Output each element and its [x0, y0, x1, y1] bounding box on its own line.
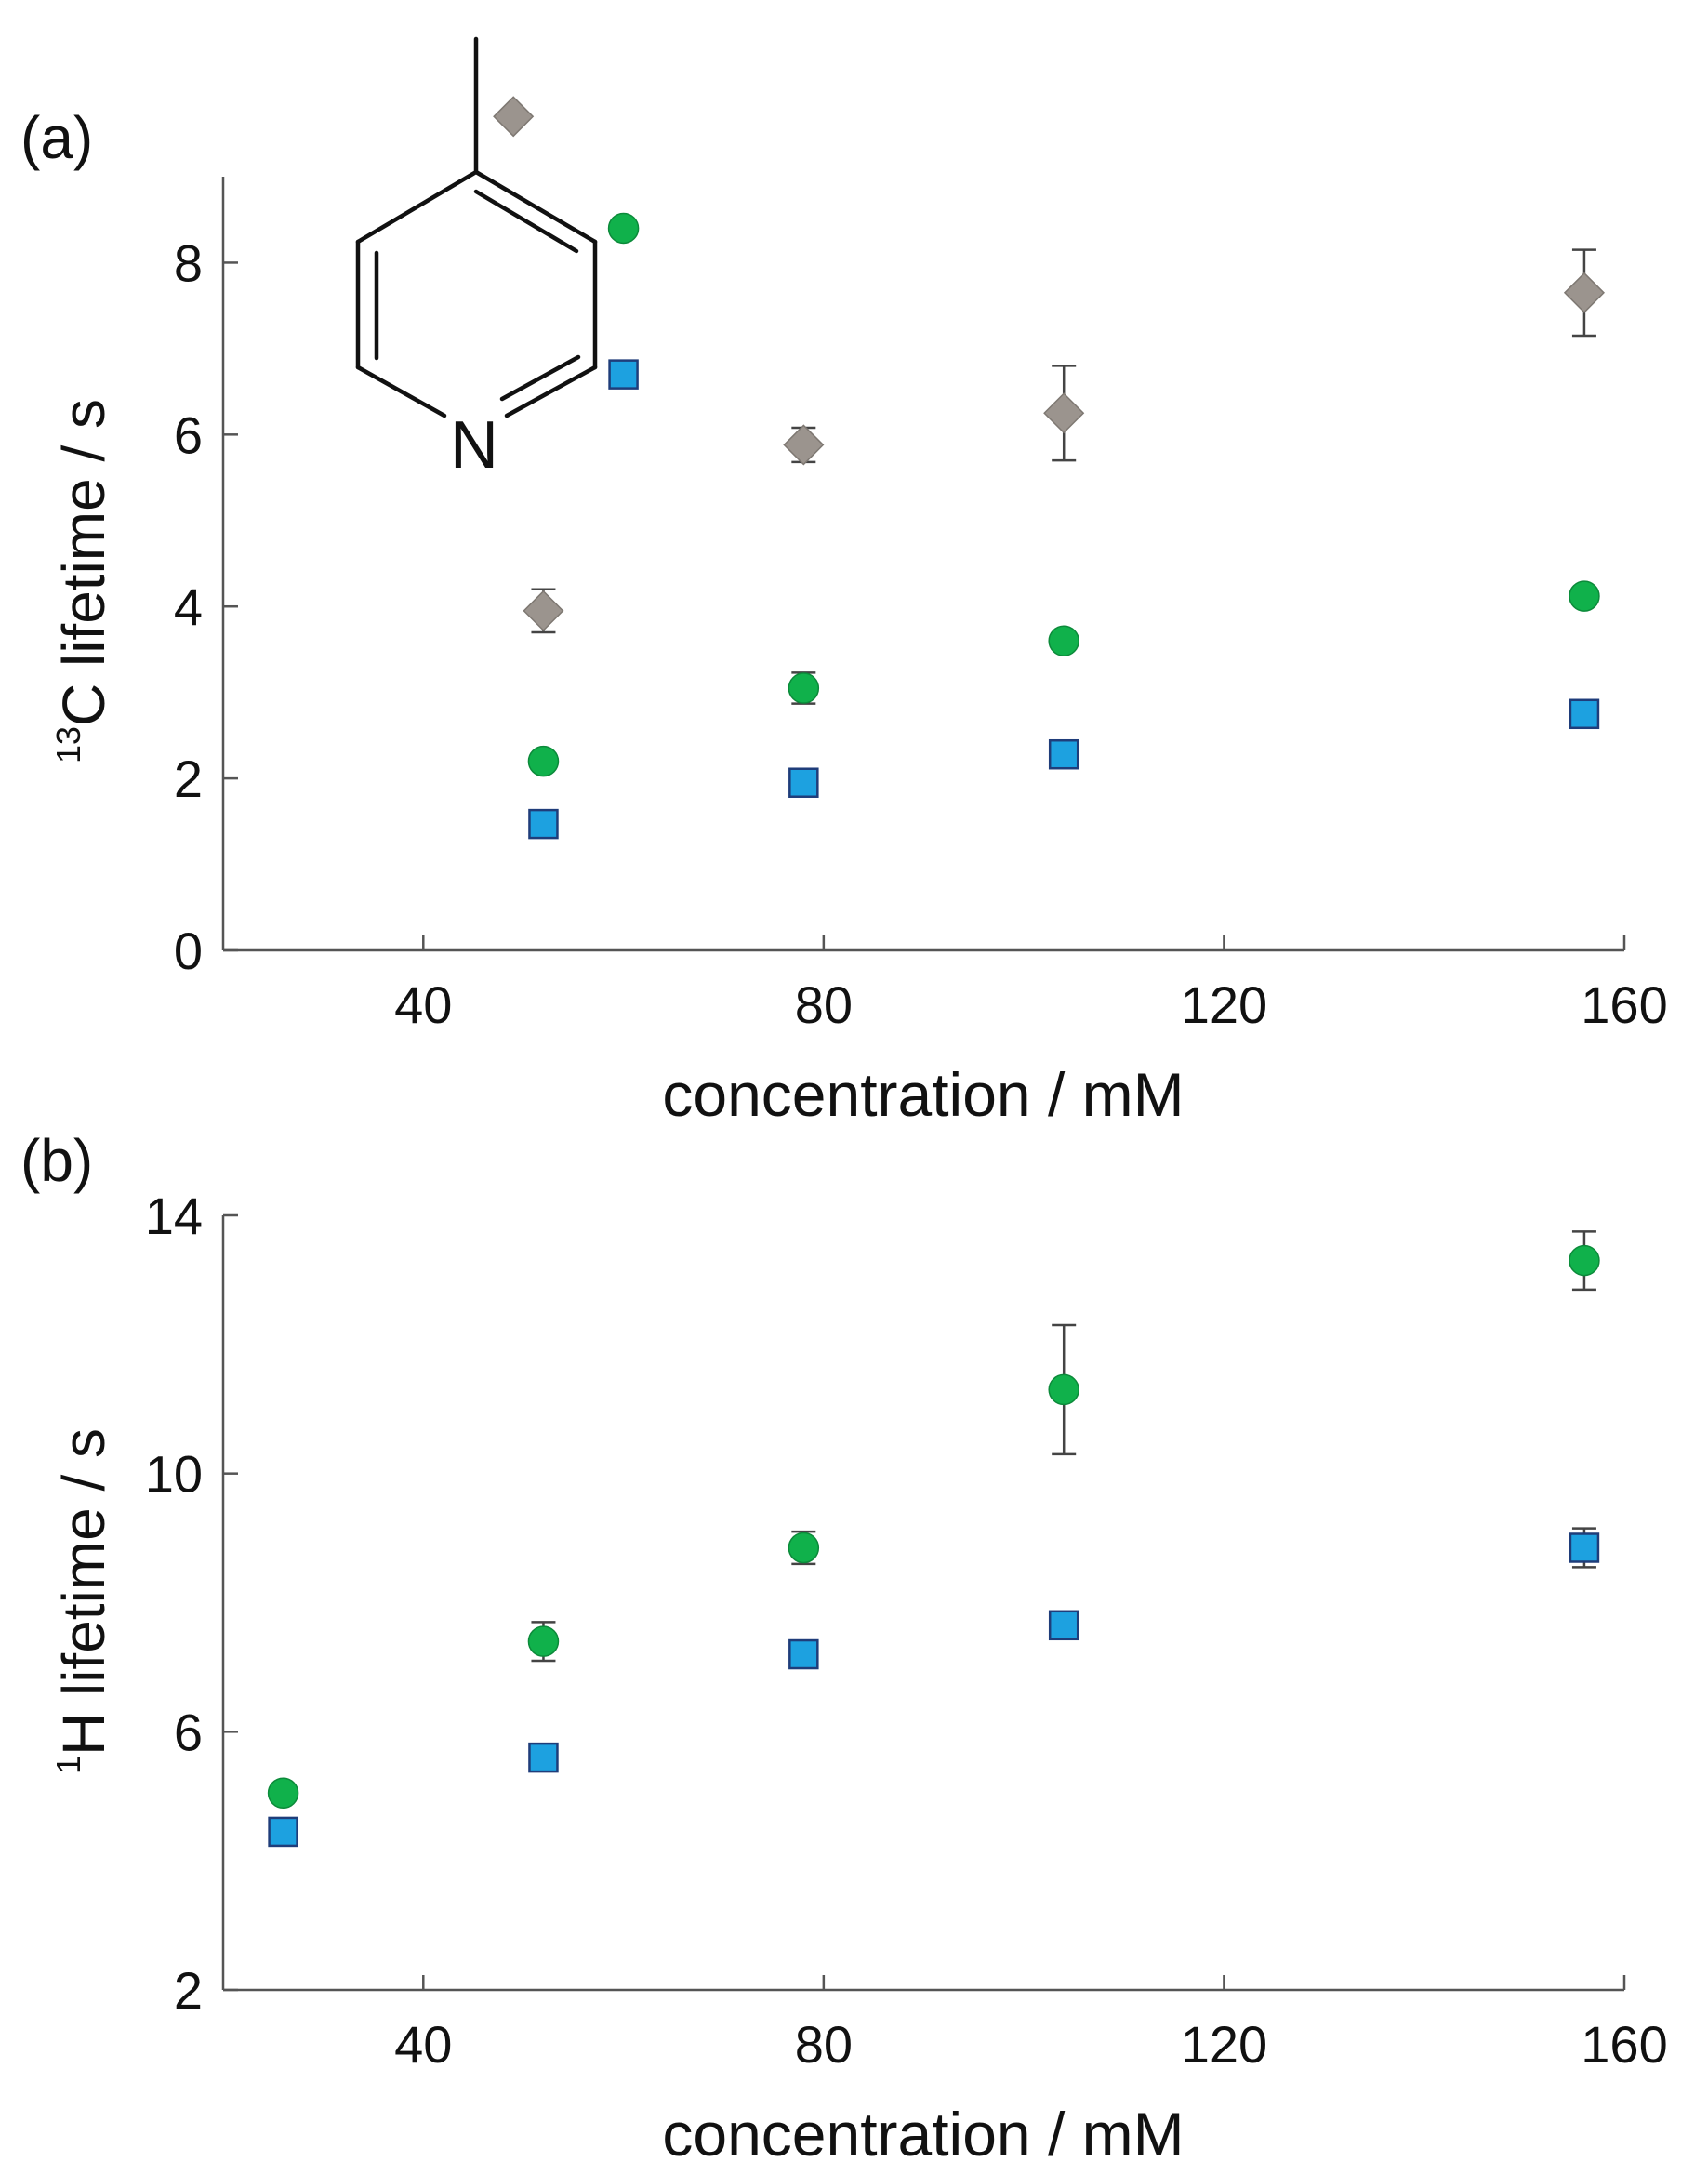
panel-a-blue-square-legend-marker: [608, 359, 639, 390]
panel-a-y-label-superscript: 13: [49, 726, 87, 763]
panel-a-blue-square-point: [528, 808, 559, 840]
panel-a: (a) N 0 2 4 6 8 40 80 120 160 concentration / m…: [20, 36, 1668, 1129]
panel-b-y-tick-label: 2: [174, 1961, 203, 2020]
panel-a-y-ticks: 0 2 4 6 8: [174, 233, 238, 980]
panel-a-green-circle-point: [527, 745, 560, 777]
panel-a-gray-diamond-point: [1563, 272, 1606, 313]
panel-a-y-label-text: C lifetime / s: [50, 399, 117, 726]
panel-a-x-axis-label: concentration / mM: [662, 1060, 1184, 1129]
panel-b-y-axis-label: 1H lifetime / s: [49, 1428, 117, 1774]
panel-a-gray-diamond-point: [1043, 392, 1085, 434]
panel-b-blue-square-point: [1569, 1532, 1600, 1563]
ring-bond-c2-n: [504, 365, 598, 418]
panel-b-y-label-text: H lifetime / s: [50, 1428, 117, 1756]
panel-a-y-tick-label: 4: [174, 577, 203, 636]
panel-b-blue-square-point: [788, 1638, 819, 1670]
panel-a-y-tick-label: 8: [174, 233, 203, 292]
panel-a-gray-diamond-point: [783, 424, 825, 466]
double-bond-c2-n: [499, 354, 581, 402]
panel-a-label: (a): [20, 104, 93, 171]
panel-a-green-circle-point: [1569, 580, 1600, 612]
nitrogen-atom-label: N: [450, 408, 498, 483]
svg-text:13C lifetime / s: 13C lifetime / s: [49, 399, 117, 763]
panel-a-blue-square-point: [1048, 738, 1079, 770]
panel-a-x-tick-label: 40: [394, 975, 452, 1034]
panel-b-green-circle-point: [267, 1777, 299, 1810]
panel-a-x-tick-label: 160: [1581, 975, 1667, 1034]
panel-b-data-points: [267, 1230, 1600, 1848]
ring-bond-c4-c3: [473, 169, 598, 245]
methylpyridine-structure: [355, 36, 598, 418]
panel-a-x-tick-label: 80: [795, 975, 853, 1034]
panel-a-green-circle-legend-marker: [607, 212, 640, 245]
panel-b-y-tick-label: 6: [174, 1703, 203, 1761]
panel-b-green-circle-point: [1048, 1373, 1079, 1406]
panel-a-blue-square-point: [788, 767, 819, 798]
panel-b-x-tick-label: 40: [394, 2015, 452, 2074]
panel-b-x-tick-label: 160: [1581, 2015, 1667, 2074]
panel-b-y-tick-label: 14: [145, 1187, 203, 1245]
panel-a-y-tick-label: 0: [174, 922, 203, 980]
panel-b-blue-square-point: [268, 1816, 298, 1848]
panel-b-x-axis-label: concentration / mM: [662, 2100, 1184, 2168]
panel-b-axes: [221, 1215, 1624, 1992]
panel-b-label: (b): [20, 1127, 93, 1194]
panel-a-data-points: [493, 96, 1606, 840]
panel-b-y-label-superscript: 1: [49, 1756, 87, 1774]
panel-a-green-circle-point: [788, 672, 820, 704]
panel-b-blue-square-point: [1048, 1610, 1079, 1641]
ring-bond-c5-c4: [355, 169, 479, 245]
panel-a-green-circle-point: [1048, 625, 1079, 656]
panel-b-y-tick-label: 10: [145, 1445, 203, 1504]
ring-bond-n-c6: [355, 365, 447, 418]
panel-b-x-tick-label: 120: [1181, 2015, 1267, 2074]
panel-b-x-ticks: 40 80 120 160: [394, 1975, 1668, 2074]
panel-b-x-tick-label: 80: [795, 2015, 853, 2074]
panel-a-gray-diamond-legend-marker: [493, 96, 535, 138]
panel-a-y-tick-label: 2: [174, 749, 203, 808]
panel-a-y-axis-label: 13C lifetime / s: [49, 399, 117, 763]
panel-b-blue-square-point: [528, 1742, 559, 1773]
double-bond-c4-c3: [473, 189, 579, 254]
panel-b-green-circle-point: [527, 1625, 560, 1657]
panel-b-green-circle-point: [788, 1532, 820, 1564]
panel-b: (b) 2 6 10 14 40 80 120 160 concentration / mM…: [20, 1127, 1668, 2168]
panel-a-x-ticks: 40 80 120 160: [394, 935, 1668, 1034]
panel-a-x-tick-label: 120: [1181, 975, 1267, 1034]
panel-a-gray-diamond-point: [523, 590, 564, 631]
panel-b-y-ticks: 2 6 10 14: [145, 1187, 238, 2020]
svg-text:1H lifetime / s: 1H lifetime / s: [49, 1428, 117, 1774]
panel-a-y-tick-label: 6: [174, 405, 203, 464]
panel-a-blue-square-point: [1569, 698, 1600, 730]
panel-b-green-circle-point: [1569, 1244, 1600, 1277]
panel-a-axes: [221, 177, 1624, 952]
